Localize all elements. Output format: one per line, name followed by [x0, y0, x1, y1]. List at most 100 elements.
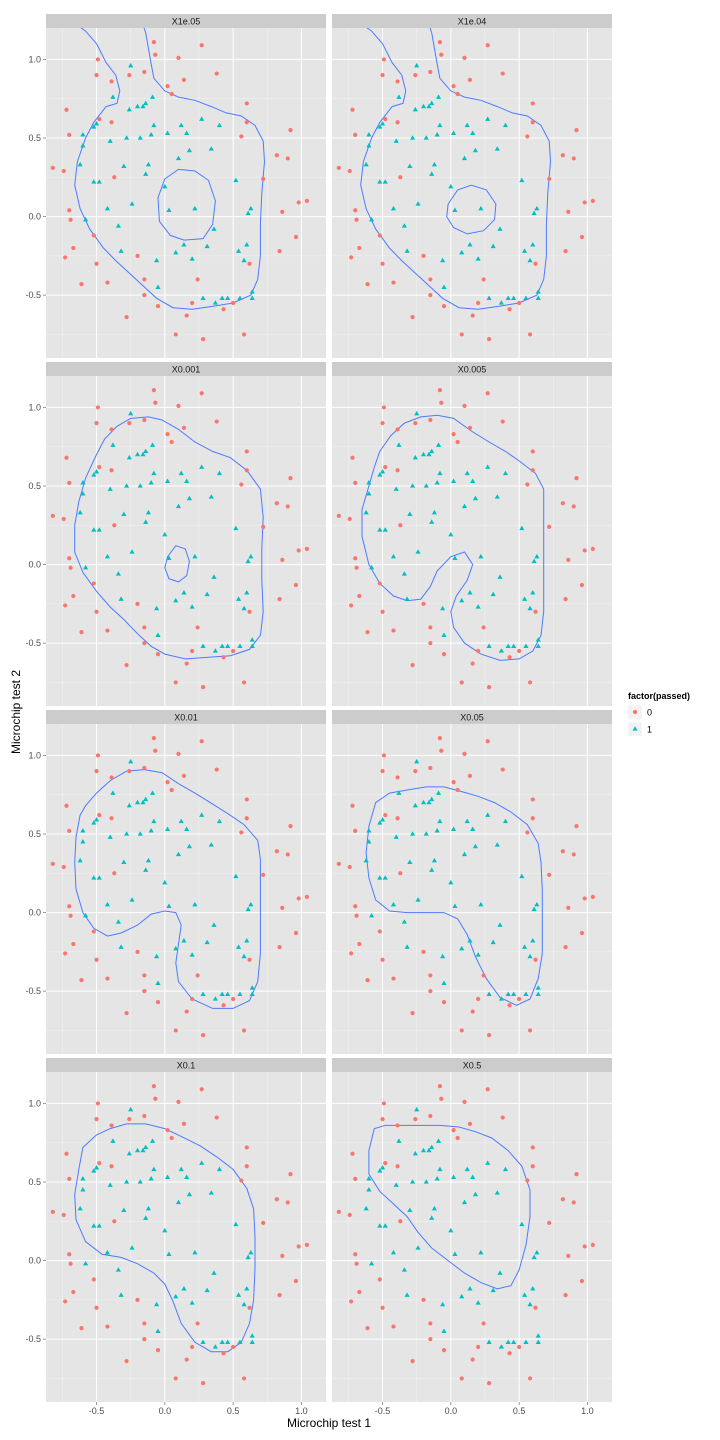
- point-passed: [91, 1223, 97, 1228]
- point-failed: [380, 421, 385, 426]
- point-passed: [107, 138, 113, 143]
- point-passed: [390, 1249, 397, 1255]
- point-failed: [124, 1011, 129, 1016]
- point-passed: [531, 210, 537, 216]
- point-passed: [134, 799, 141, 805]
- point-passed: [216, 818, 223, 824]
- point-failed: [181, 425, 187, 430]
- facet-label: X1e.05: [172, 17, 201, 27]
- point-failed: [530, 120, 535, 125]
- point-failed: [428, 277, 433, 282]
- point-passed: [166, 903, 172, 908]
- point-failed: [153, 52, 158, 57]
- point-passed: [80, 839, 86, 844]
- facet-panel: X1e.05 -0.5 0.0 0.5 1.0: [25, 14, 326, 358]
- point-passed: [129, 201, 135, 206]
- point-passed: [437, 1166, 443, 1172]
- facet-strip: [332, 710, 612, 724]
- boundary-curve: [74, 416, 264, 660]
- point-passed: [149, 790, 156, 795]
- point-passed: [175, 1199, 182, 1205]
- point-failed: [241, 1376, 247, 1381]
- point-failed: [109, 468, 114, 473]
- point-failed: [459, 680, 464, 685]
- point-passed: [115, 571, 121, 576]
- point-failed: [247, 1305, 252, 1310]
- point-failed: [571, 504, 576, 509]
- point-failed: [353, 1252, 358, 1257]
- point-passed: [461, 503, 468, 509]
- y-tick-label: 1.0: [28, 402, 41, 412]
- point-failed: [241, 680, 247, 685]
- point-passed: [412, 106, 418, 112]
- point-passed: [80, 1176, 86, 1181]
- y-tick-label: 1.0: [28, 750, 41, 760]
- point-failed: [421, 1297, 426, 1302]
- decision-boundary: [74, 28, 266, 310]
- point-failed: [244, 1145, 249, 1150]
- point-passed: [149, 94, 156, 99]
- point-passed: [472, 495, 478, 501]
- point-passed: [485, 116, 491, 121]
- point-failed: [467, 773, 473, 778]
- point-passed: [91, 875, 97, 880]
- point-failed: [533, 1305, 538, 1310]
- point-failed: [467, 425, 473, 430]
- point-passed: [423, 831, 429, 836]
- point-passed: [452, 903, 458, 908]
- point-passed: [534, 901, 540, 907]
- point-failed: [97, 117, 102, 122]
- point-passed: [241, 953, 247, 959]
- point-failed: [380, 1305, 385, 1310]
- point-failed: [155, 304, 161, 309]
- point-failed: [195, 973, 200, 978]
- point-failed: [485, 1087, 490, 1092]
- point-passed: [478, 205, 484, 211]
- legend-title: factor(passed): [628, 691, 690, 701]
- point-passed: [369, 564, 375, 570]
- point-failed: [169, 1135, 174, 1141]
- y-tick-label: 0.5: [28, 829, 41, 839]
- point-failed: [582, 200, 587, 205]
- point-passed: [192, 553, 198, 559]
- panel-grid: [46, 28, 326, 358]
- point-passed: [80, 143, 86, 148]
- point-passed: [534, 205, 540, 211]
- point-failed: [579, 582, 585, 588]
- point-failed: [184, 313, 189, 318]
- point-passed: [178, 818, 184, 824]
- y-tick-label: -0.5: [25, 986, 41, 996]
- point-failed: [428, 973, 433, 978]
- point-passed: [137, 1179, 143, 1184]
- point-passed: [429, 448, 435, 454]
- point-passed: [154, 605, 160, 611]
- point-passed: [225, 1339, 231, 1344]
- point-passed: [121, 511, 127, 516]
- point-passed: [184, 130, 190, 135]
- point-failed: [470, 313, 475, 318]
- point-failed: [525, 830, 530, 835]
- point-passed: [467, 590, 473, 595]
- point-failed: [274, 849, 279, 854]
- point-passed: [178, 1166, 184, 1172]
- point-passed: [450, 478, 457, 483]
- point-failed: [214, 71, 219, 76]
- point-passed: [126, 1150, 132, 1156]
- point-failed: [190, 996, 195, 1002]
- point-failed: [105, 628, 110, 633]
- point-passed: [527, 1301, 533, 1307]
- boundary-curve: [74, 769, 261, 1009]
- point-passed: [527, 257, 533, 263]
- point-passed: [366, 1176, 372, 1181]
- point-failed: [67, 1252, 72, 1257]
- point-passed: [233, 525, 239, 531]
- point-passed: [404, 596, 410, 601]
- point-passed: [407, 163, 413, 168]
- point-passed: [530, 1286, 536, 1291]
- point-failed: [109, 120, 114, 125]
- point-passed: [225, 295, 231, 300]
- point-passed: [173, 249, 179, 255]
- point-failed: [64, 1151, 69, 1156]
- point-failed: [200, 337, 206, 342]
